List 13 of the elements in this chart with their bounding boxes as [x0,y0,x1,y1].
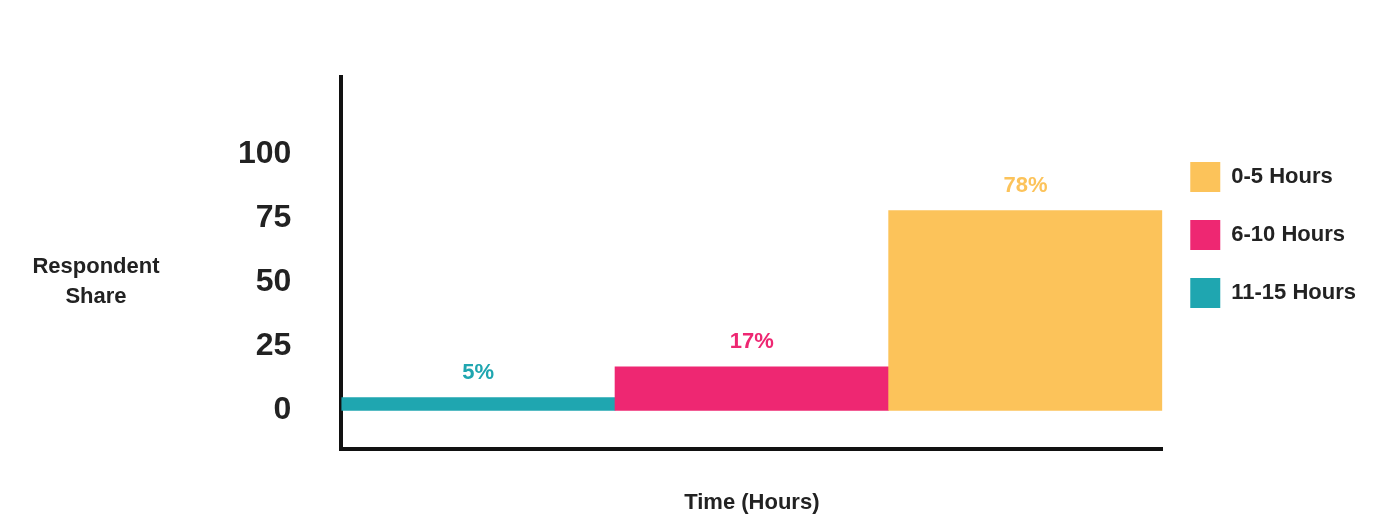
y-tick-label: 100 [238,133,292,170]
legend-label: 6-10 Hours [1231,221,1345,247]
y-axis-title: Respondent Share [32,253,161,309]
y-tick-label: 0 [273,390,292,427]
data-label: 17% [729,327,774,353]
data-label: 5% [462,358,495,384]
legend-label: 11-15 Hours [1231,279,1357,305]
legend-label: 0-5 Hours [1231,163,1333,189]
y-tick-label: 50 [255,262,292,299]
data-label: 78% [1003,171,1048,197]
y-tick-label: 75 [255,197,292,234]
x-axis-title: Time (Hours) [684,489,820,515]
y-tick-label: 25 [255,326,292,363]
